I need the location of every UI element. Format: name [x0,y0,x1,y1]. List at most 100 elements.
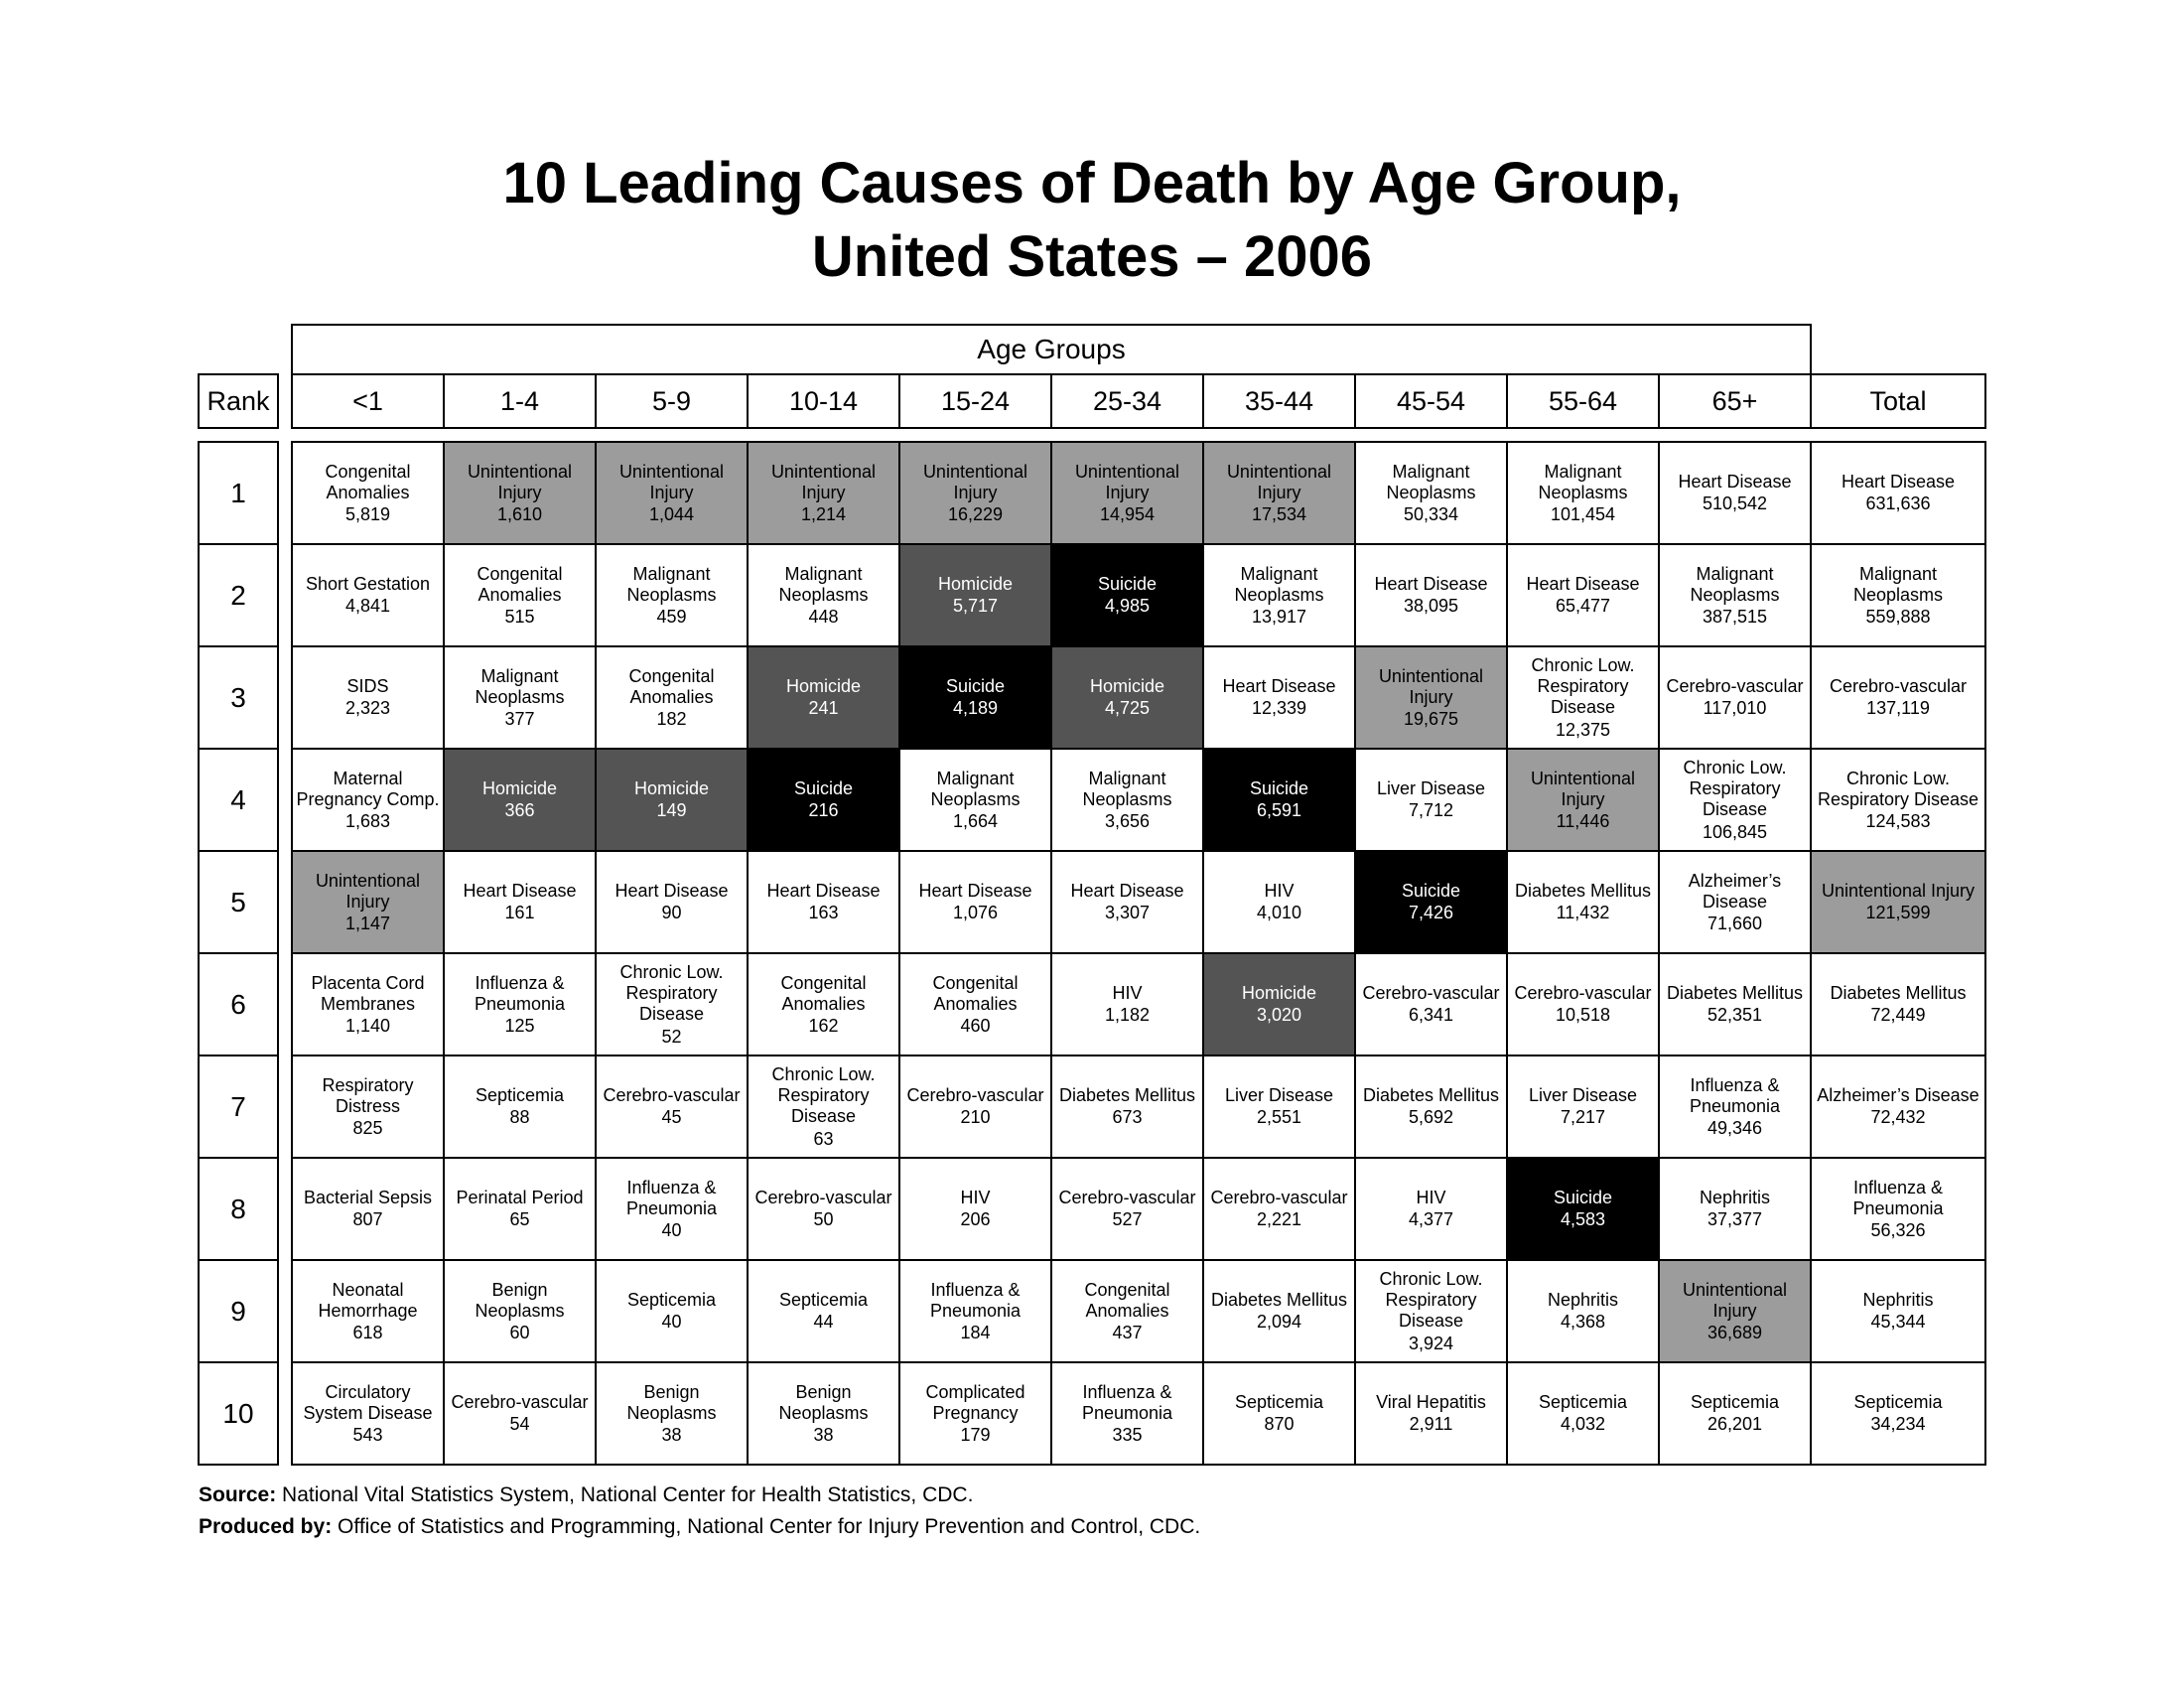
cause-name: Congenital Anomalies [325,461,411,502]
cause-cell: Circulatory System Disease 543 [290,1361,445,1467]
cause-cell: Chronic Low. Respiratory Disease 63 [746,1055,900,1160]
cause-name: Suicide [1401,881,1460,902]
cause-name: Congenital Anomalies [1084,1279,1170,1321]
causes-table-body: 1 Congenital Anomalies 5,819 Unintentional … [197,441,1986,1467]
cause-cell: Homicide 4,725 [1049,645,1204,751]
death-count: 7,426 [1408,903,1453,923]
cause-name: Heart Disease [1222,676,1336,697]
cause-cell: Heart Disease 38,095 [1353,543,1508,648]
cause-cell: Homicide 149 [594,748,749,853]
cause-cell: Diabetes Mellitus 72,449 [1810,952,1986,1057]
cause-name: Diabetes Mellitus [1514,881,1652,902]
cause-cell: Homicide 3,020 [1201,952,1356,1057]
cause-cell: Cerebro-vascular 54 [442,1361,597,1467]
death-count: 3,020 [1256,1005,1301,1026]
death-count: 210 [960,1107,991,1128]
cause-name: Nephritis [1862,1290,1934,1311]
rank-row-8: 8 Bacterial Sepsis 807 Perinatal Period 65 In… [197,1157,1986,1262]
age-column-header-9: 65+ [1657,373,1813,430]
cause-name: Unintentional Injury [1821,881,1976,902]
cause-cell: Septicemia 4,032 [1505,1361,1660,1467]
cause-cell: Nephritis 37,377 [1657,1157,1813,1262]
death-count: 3,307 [1104,903,1150,923]
source-text: National Vital Statistics System, Nation… [282,1483,974,1507]
cause-name: Chronic Low. Respiratory Disease [771,1064,876,1127]
death-count: 36,689 [1706,1323,1763,1343]
cause-cell: Perinatal Period 65 [442,1157,597,1262]
total-column-header: Total [1810,373,1986,430]
death-count: 162 [808,1016,839,1037]
cause-name: Influenza & Pneumonia [1689,1074,1781,1116]
rank-label: 10 [197,1361,279,1467]
cause-cell: HIV 206 [897,1157,1052,1262]
cause-name: Malignant Neoplasms [778,563,869,605]
cause-name: Influenza & Pneumonia [625,1177,718,1218]
cause-name: Septicemia [778,1290,868,1311]
death-count: 163 [808,903,839,923]
cause-cell: Malignant Neoplasms 13,917 [1201,543,1356,648]
age-column-header-2: 5-9 [594,373,749,430]
death-count: 40 [661,1220,682,1241]
death-count: 13,917 [1251,607,1307,628]
cause-cell: Diabetes Mellitus 2,094 [1201,1259,1356,1364]
cause-cell: Malignant Neoplasms 1,664 [897,748,1052,853]
rank-label: 8 [197,1157,279,1262]
death-count: 4,725 [1104,698,1150,719]
death-count: 52 [661,1026,682,1047]
cause-name: Unintentional Injury [1682,1279,1788,1321]
cause-name: Unintentional Injury [618,461,725,502]
death-count: 38,095 [1403,596,1459,617]
cause-cell: Diabetes Mellitus 11,432 [1505,850,1660,955]
cause-name: SIDS [346,676,389,697]
cause-cell: Suicide 6,591 [1201,748,1356,853]
cause-cell: Influenza & Pneumonia 40 [594,1157,749,1262]
death-count: 38 [813,1425,834,1446]
cause-cell: Diabetes Mellitus 52,351 [1657,952,1813,1057]
cause-cell: Malignant Neoplasms 559,888 [1810,543,1986,648]
age-column-header-4: 15-24 [897,373,1052,430]
cause-name: Malignant Neoplasms [1082,768,1172,809]
cause-cell: Congenital Anomalies 437 [1049,1259,1204,1364]
cause-name: Benign Neoplasms [626,1381,717,1423]
cause-name: Cerebro-vascular [1210,1188,1348,1208]
age-column-header-6: 35-44 [1201,373,1356,430]
cause-cell: HIV 4,010 [1201,850,1356,955]
rank-row-2: 2 Short Gestation 4,841 Congenital Anomalie… [197,543,1986,648]
cause-cell: Liver Disease 2,551 [1201,1055,1356,1160]
cause-cell: Septicemia 26,201 [1657,1361,1813,1467]
death-count: 11,446 [1556,811,1610,832]
cause-name: HIV [1112,983,1143,1004]
cause-name: Malignant Neoplasms [1690,563,1780,605]
death-count: 4,583 [1560,1209,1605,1230]
cause-name: Chronic Low. Respiratory Disease [1379,1269,1483,1332]
cause-cell: Bacterial Sepsis 807 [290,1157,445,1262]
cause-name: Homicide [1241,983,1316,1004]
death-count: 117,010 [1703,698,1767,719]
cause-name: Unintentional Injury [1074,461,1180,502]
cause-cell: Homicide 366 [442,748,597,853]
cause-name: Malignant Neoplasms [475,665,565,707]
cause-cell: Unintentional Injury 17,534 [1201,441,1356,546]
rank-label: 6 [197,952,279,1057]
cause-name: Influenza & Pneumonia [929,1279,1022,1321]
cause-name: Viral Hepatitis [1376,1392,1486,1413]
cause-name: Unintentional Injury [770,461,877,502]
death-count: 7,217 [1560,1107,1605,1128]
cause-name: Malignant Neoplasms [1538,461,1628,502]
death-count: 5,717 [952,596,998,617]
rank-grid-gap [277,953,292,1056]
death-count: 1,683 [344,811,390,832]
death-count: 437 [1112,1323,1143,1343]
death-count: 2,323 [344,698,390,719]
death-count: 6,341 [1408,1005,1453,1026]
cause-cell: Heart Disease 1,076 [897,850,1052,955]
death-count: 45 [661,1107,682,1128]
leading-causes-table: Age Groups Rank <1 1-4 5-9 10-14 15-24 25-34 3… [197,324,1986,1467]
cause-name: Bacterial Sepsis [303,1188,433,1208]
age-column-header-8: 55-64 [1505,373,1660,430]
cause-name: Chronic Low. Respiratory Disease [1531,655,1635,718]
cause-name: Septicemia [475,1085,564,1106]
death-count: 49,346 [1706,1118,1763,1139]
cause-cell: Maternal Pregnancy Comp. 1,683 [290,748,445,853]
cause-cell: Chronic Low. Respiratory Disease 124,583 [1810,748,1986,853]
